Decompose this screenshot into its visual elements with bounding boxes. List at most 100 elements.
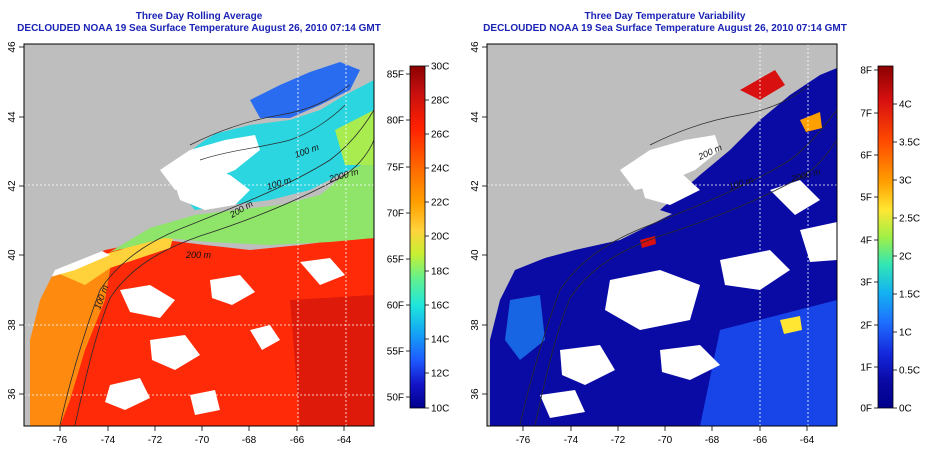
- right-map: [487, 44, 837, 426]
- no-data-patch: [190, 390, 220, 415]
- y-tick-label: 44: [470, 111, 481, 123]
- colorbar-label-celsius: 2C: [899, 252, 912, 263]
- colorbar-label-celsius: 1.5C: [899, 290, 920, 301]
- colorbar-label-fahrenheit: 70F: [387, 209, 404, 220]
- left-subtitle: DECLOUDED NOAA 19 Sea Surface Temperatur…: [17, 23, 381, 34]
- right-subtitle: DECLOUDED NOAA 19 Sea Surface Temperatur…: [483, 23, 847, 34]
- right-colorbar-ticks: 8F 7F 6F 5F 4F 3F 2F 1F 0F 4C 3.5C 3C 2.5C 2C 1.5C 1C 0.…: [860, 66, 920, 415]
- right-map-frame: [486, 43, 838, 427]
- no-data-land-patch: [620, 135, 720, 190]
- colorbar-label-celsius: 0C: [899, 404, 912, 415]
- high-variability-spots: [800, 112, 822, 132]
- colorbar-label-celsius: 24C: [431, 164, 449, 175]
- high-variability-spots: [780, 316, 802, 334]
- y-tick-label: 42: [7, 180, 18, 192]
- colorbar-label-fahrenheit: 1F: [860, 363, 872, 374]
- x-tick-label: -74: [101, 435, 116, 446]
- x-tick-label: -70: [658, 435, 673, 446]
- y-tick-label: 44: [7, 111, 18, 123]
- colorbar-label-celsius: 0.5C: [899, 366, 920, 377]
- colorbar-label-fahrenheit: 50F: [387, 393, 404, 404]
- y-tick-label: 40: [7, 249, 18, 261]
- right-title: Three Day Temperature Variability: [584, 11, 746, 22]
- colorbar-label-celsius: 12C: [431, 369, 449, 380]
- deep-red-region: [290, 295, 374, 426]
- colorbar-label-celsius: 3C: [899, 176, 912, 187]
- isobath-contour: [649, 84, 811, 146]
- colorbar-label-celsius: 28C: [431, 96, 449, 107]
- long-island-land: [150, 212, 185, 226]
- higher-variability-region: [700, 300, 837, 426]
- left-map-frame: [23, 43, 375, 427]
- colorbar-label-fahrenheit: 75F: [387, 163, 404, 174]
- no-data-patch: [105, 378, 150, 410]
- warm-ocean-region: [30, 238, 374, 426]
- left-map: [24, 44, 374, 426]
- coast-land: [487, 44, 837, 360]
- y-tick-label: 38: [470, 319, 481, 331]
- no-data-patch: [150, 335, 200, 370]
- variability-ocean-north: [660, 68, 837, 220]
- colorbar-label-celsius: 4C: [899, 100, 912, 111]
- right-x-axis: -76 -74 -72 -70 -68 -66 -64: [516, 426, 815, 446]
- y-tick-label: 36: [7, 388, 18, 400]
- colorbar-label-celsius: 16C: [431, 301, 449, 312]
- no-data-patch: [770, 180, 820, 215]
- colorbar-label-fahrenheit: 65F: [387, 255, 404, 266]
- colorbar-label-celsius: 20C: [431, 232, 449, 243]
- y-tick-label: 40: [470, 249, 481, 261]
- y-tick-label: 46: [7, 41, 18, 53]
- colorbar-label-celsius: 2.5C: [899, 214, 920, 225]
- isobath-contour: [59, 109, 374, 426]
- left-title: Three Day Rolling Average: [135, 11, 263, 22]
- x-tick-label: -74: [564, 435, 579, 446]
- y-tick-label: 36: [470, 388, 481, 400]
- colorbar-label-fahrenheit: 6F: [860, 151, 872, 162]
- x-tick-label: -76: [516, 435, 531, 446]
- colorbar-label-celsius: 30C: [431, 62, 449, 73]
- green-region: [110, 160, 374, 252]
- no-data-patch: [250, 325, 280, 350]
- colorbar-label-fahrenheit: 55F: [387, 347, 404, 358]
- right-y-axis: 46 44 42 40 38 36: [470, 41, 487, 400]
- colorbar-label-fahrenheit: 2F: [860, 321, 872, 332]
- isobath-contour: [199, 104, 346, 161]
- colorbar-label-celsius: 18C: [431, 267, 449, 278]
- colorbar-label-celsius: 22C: [431, 198, 449, 209]
- y-tick-label: 38: [7, 319, 18, 331]
- x-tick-label: -64: [337, 435, 352, 446]
- no-data-patch: [540, 390, 585, 418]
- no-data-patch: [560, 345, 615, 385]
- high-variability-spots: [740, 70, 785, 100]
- yellow-shelf-region: [55, 232, 175, 285]
- x-tick-label: -66: [290, 435, 305, 446]
- no-data-patch: [605, 270, 700, 330]
- left-colorbar-ticks: 85F 80F 75F 70F 65F 60F 55F 50F 30C 28C 26C 24C 22C 2…: [387, 62, 450, 415]
- no-data-patch: [660, 345, 720, 380]
- higher-variability-region: [505, 295, 545, 360]
- x-tick-label: -72: [148, 435, 163, 446]
- x-tick-label: -64: [800, 435, 815, 446]
- left-x-axis: -76 -74 -72 -70 -68 -66 -64: [53, 426, 352, 446]
- colorbar-label-fahrenheit: 85F: [387, 70, 404, 81]
- colorbar-label-fahrenheit: 0F: [860, 404, 872, 415]
- no-data-patch: [120, 285, 175, 318]
- x-tick-label: -68: [242, 435, 257, 446]
- x-tick-label: -70: [195, 435, 210, 446]
- x-tick-label: -68: [705, 435, 720, 446]
- blue-region: [250, 62, 360, 118]
- orange-shelf-region: [30, 258, 112, 426]
- colorbar-label-fahrenheit: 7F: [860, 109, 872, 120]
- colorbar-label-celsius: 26C: [431, 130, 449, 141]
- no-data-patch: [720, 250, 790, 290]
- isobath-contour: [189, 84, 351, 146]
- left-y-axis: 46 44 42 40 38 36: [7, 41, 24, 400]
- contour-label: 200 m: [185, 250, 212, 260]
- colorbar-label-celsius: 1C: [899, 328, 912, 339]
- colorbar-label-fahrenheit: 8F: [860, 66, 872, 77]
- no-data-land-patch: [160, 135, 260, 190]
- x-tick-label: -72: [611, 435, 626, 446]
- long-island-land: [610, 212, 645, 226]
- colorbar-label-fahrenheit: 3F: [860, 278, 872, 289]
